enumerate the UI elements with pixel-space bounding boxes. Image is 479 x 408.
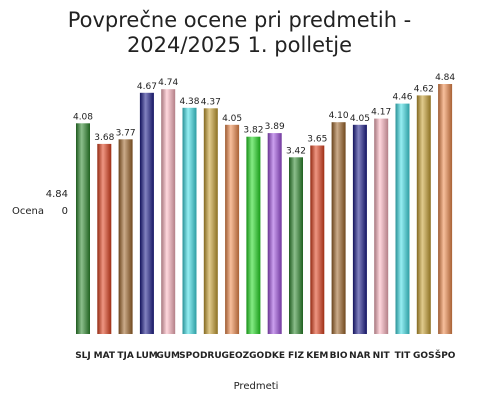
bar-zgo: [246, 136, 261, 334]
bar-slj: [76, 123, 90, 334]
bar-tja: [118, 139, 133, 334]
x-tick-label: ZGO: [243, 351, 265, 361]
chart-title-line2: 2024/2025 1. polletje: [126, 33, 353, 57]
x-axis-title: Predmeti: [234, 381, 279, 392]
x-tick-label: KEM: [306, 351, 328, 361]
value-label: 4.67: [137, 82, 157, 92]
x-tick-label: DRU: [200, 351, 222, 361]
x-tick-label: TJA: [117, 351, 133, 361]
x-tick-label: SPO: [179, 351, 200, 361]
bar-gos: [416, 95, 431, 335]
value-label: 4.05: [350, 114, 370, 124]
value-label: 4.46: [392, 93, 412, 103]
x-tick-label: SLJ: [75, 351, 91, 361]
value-label: 4.74: [158, 78, 178, 88]
chart-title-line1: Povprečne ocene pri predmetih -: [67, 8, 412, 32]
x-tick-label: DKE: [264, 351, 285, 361]
bar-spo: [182, 107, 197, 334]
x-tick-label: NAR: [349, 351, 370, 361]
y-axis-bottom-label: 0: [62, 206, 68, 217]
bar-špo: [438, 84, 453, 334]
bar-kem: [310, 145, 325, 334]
chart-title: Povprečne ocene pri predmetih - 2024/202…: [0, 8, 479, 58]
value-label: 3.68: [94, 133, 114, 143]
bar-geo: [225, 124, 240, 334]
bar-fiz: [289, 157, 303, 334]
value-label: 3.42: [286, 146, 306, 156]
bar-dke: [267, 133, 282, 334]
x-tick-label: GUM: [156, 351, 180, 361]
x-tick-label: BIO: [330, 351, 348, 361]
bar-nar: [352, 124, 367, 334]
x-tick-label: ŠPO: [435, 349, 456, 361]
bar-mat: [97, 143, 112, 334]
value-label: 4.62: [414, 84, 434, 94]
x-tick-label: GEO: [222, 351, 244, 361]
value-label: 4.08: [73, 112, 93, 122]
bar-dru: [203, 108, 218, 334]
value-label: 4.84: [435, 73, 455, 83]
y-axis-top-label: 4.84: [46, 189, 68, 200]
value-label: 4.05: [222, 114, 242, 124]
value-label: 3.89: [265, 122, 285, 132]
value-label: 4.10: [329, 111, 349, 121]
bar-tit: [395, 103, 410, 334]
bar-lum: [139, 92, 154, 334]
bar-nit: [374, 118, 389, 334]
bar-bio: [331, 122, 346, 334]
x-tick-label: NIT: [373, 351, 391, 361]
x-tick-label: FIZ: [288, 351, 304, 361]
value-label: 3.77: [116, 128, 136, 138]
value-label: 4.37: [201, 97, 221, 107]
y-axis-title: Ocena: [12, 206, 44, 217]
value-label: 4.38: [179, 97, 199, 107]
x-tick-label: LUM: [136, 351, 158, 361]
value-label: 3.65: [307, 135, 327, 145]
x-tick-label: TIT: [395, 351, 411, 361]
value-label: 4.17: [371, 108, 391, 118]
value-label: 3.82: [243, 126, 263, 136]
x-tick-label: GOS: [413, 351, 435, 361]
x-tick-label: MAT: [94, 351, 116, 361]
bar-gum: [161, 89, 176, 334]
